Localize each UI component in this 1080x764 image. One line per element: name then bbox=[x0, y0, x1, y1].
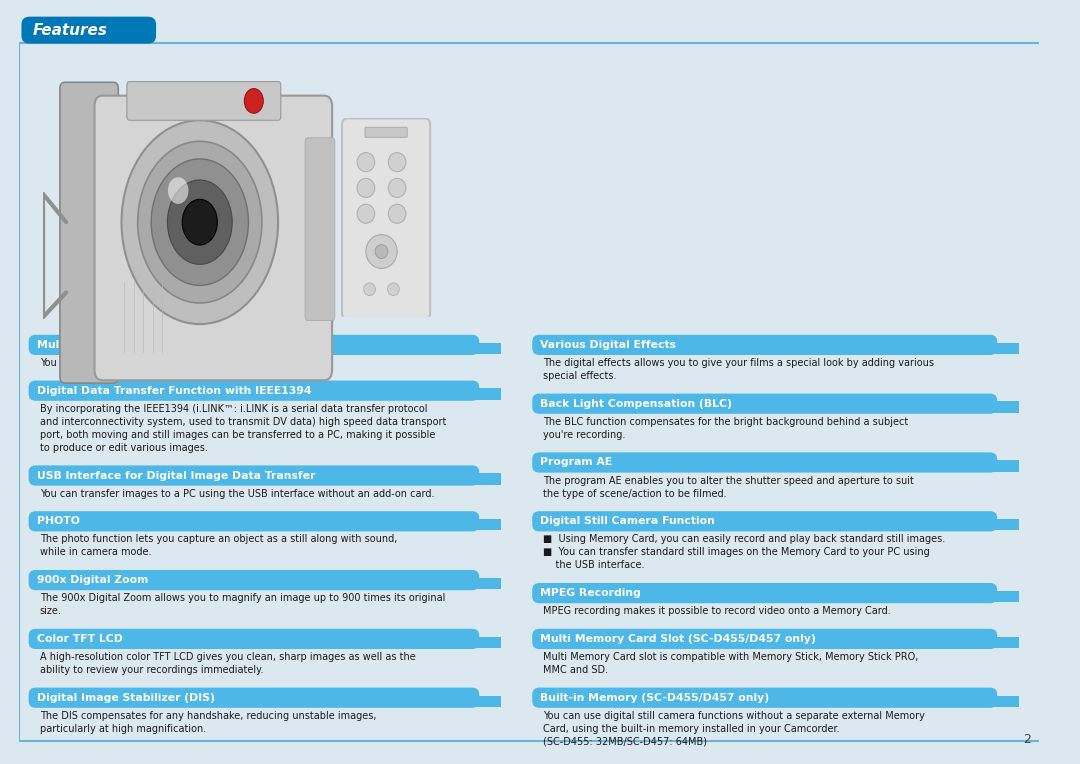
FancyBboxPatch shape bbox=[28, 380, 480, 401]
FancyBboxPatch shape bbox=[28, 335, 480, 355]
FancyBboxPatch shape bbox=[532, 511, 997, 532]
Circle shape bbox=[364, 283, 376, 296]
FancyBboxPatch shape bbox=[342, 118, 430, 319]
FancyBboxPatch shape bbox=[472, 519, 501, 530]
Text: Color TFT LCD: Color TFT LCD bbox=[37, 634, 123, 644]
Text: 900x Digital Zoom: 900x Digital Zoom bbox=[37, 575, 148, 585]
FancyBboxPatch shape bbox=[532, 629, 997, 649]
Text: special effects.: special effects. bbox=[543, 371, 617, 381]
Text: Card, using the built-in memory installed in your Camcorder.: Card, using the built-in memory installe… bbox=[543, 724, 840, 733]
Text: ability to review your recordings immediately.: ability to review your recordings immedi… bbox=[40, 665, 264, 675]
FancyBboxPatch shape bbox=[127, 82, 281, 120]
Text: 2: 2 bbox=[1023, 733, 1030, 746]
FancyBboxPatch shape bbox=[532, 335, 997, 355]
Text: port, both moving and still images can be transferred to a PC, making it possibl: port, both moving and still images can b… bbox=[40, 429, 435, 440]
Text: (SC-D455: 32MB/SC-D457: 64MB): (SC-D455: 32MB/SC-D457: 64MB) bbox=[543, 736, 707, 746]
Circle shape bbox=[151, 159, 248, 286]
Text: while in camera mode.: while in camera mode. bbox=[40, 547, 151, 557]
FancyBboxPatch shape bbox=[28, 511, 480, 532]
Circle shape bbox=[389, 153, 406, 172]
FancyBboxPatch shape bbox=[990, 695, 1018, 707]
Text: You can transfer images to a PC using the USB interface without an add-on card.: You can transfer images to a PC using th… bbox=[40, 488, 434, 499]
Text: you're recording.: you're recording. bbox=[543, 429, 625, 440]
FancyBboxPatch shape bbox=[990, 636, 1018, 648]
Circle shape bbox=[389, 204, 406, 223]
Circle shape bbox=[183, 199, 217, 245]
Text: Digital Image Stabilizer (DIS): Digital Image Stabilizer (DIS) bbox=[37, 693, 215, 703]
Text: particularly at high magnification.: particularly at high magnification. bbox=[40, 724, 206, 733]
Text: MPEG recording makes it possible to record video onto a Memory Card.: MPEG recording makes it possible to reco… bbox=[543, 606, 891, 616]
FancyBboxPatch shape bbox=[532, 688, 997, 707]
Circle shape bbox=[389, 179, 406, 197]
Circle shape bbox=[357, 153, 375, 172]
Text: MMC and SD.: MMC and SD. bbox=[543, 665, 609, 675]
Circle shape bbox=[357, 179, 375, 197]
FancyBboxPatch shape bbox=[28, 465, 480, 486]
Text: Program AE: Program AE bbox=[540, 458, 612, 468]
Text: The digital effects allows you to give your films a special look by adding vario: The digital effects allows you to give y… bbox=[543, 358, 934, 368]
FancyBboxPatch shape bbox=[60, 83, 119, 383]
FancyBboxPatch shape bbox=[990, 591, 1018, 602]
FancyBboxPatch shape bbox=[990, 402, 1018, 413]
FancyBboxPatch shape bbox=[990, 460, 1018, 471]
Text: the type of scene/action to be filmed.: the type of scene/action to be filmed. bbox=[543, 488, 727, 499]
Text: the USB interface.: the USB interface. bbox=[543, 560, 645, 571]
FancyBboxPatch shape bbox=[532, 393, 997, 414]
Text: MPEG Recording: MPEG Recording bbox=[540, 588, 642, 598]
Circle shape bbox=[138, 141, 261, 303]
FancyBboxPatch shape bbox=[95, 96, 333, 380]
Text: ■  You can transfer standard still images on the Memory Card to your PC using: ■ You can transfer standard still images… bbox=[543, 547, 930, 557]
FancyBboxPatch shape bbox=[990, 343, 1018, 354]
Circle shape bbox=[168, 177, 188, 204]
Text: PHOTO: PHOTO bbox=[37, 516, 80, 526]
FancyBboxPatch shape bbox=[472, 578, 501, 589]
Text: to produce or edit various images.: to produce or edit various images. bbox=[40, 442, 207, 453]
Circle shape bbox=[244, 89, 264, 113]
Text: ■  Using Memory Card, you can easily record and play back standard still images.: ■ Using Memory Card, you can easily reco… bbox=[543, 534, 946, 544]
Text: The 900x Digital Zoom allows you to magnify an image up to 900 times its origina: The 900x Digital Zoom allows you to magn… bbox=[40, 593, 445, 603]
FancyBboxPatch shape bbox=[28, 570, 480, 591]
Text: Multi Memory Card slot is compatible with Memory Stick, Memory Stick PRO,: Multi Memory Card slot is compatible wit… bbox=[543, 652, 919, 662]
Text: By incorporating the IEEE1394 (i.LINK™: i.LINK is a serial data transfer protoco: By incorporating the IEEE1394 (i.LINK™: … bbox=[40, 403, 428, 413]
FancyBboxPatch shape bbox=[472, 695, 501, 707]
Text: The program AE enables you to alter the shutter speed and aperture to suit: The program AE enables you to alter the … bbox=[543, 475, 915, 485]
Text: A high-resolution color TFT LCD gives you clean, sharp images as well as the: A high-resolution color TFT LCD gives yo… bbox=[40, 652, 416, 662]
Text: Multi OSD Language: Multi OSD Language bbox=[37, 340, 161, 350]
FancyBboxPatch shape bbox=[472, 343, 501, 354]
Text: USB Interface for Digital Image Data Transfer: USB Interface for Digital Image Data Tra… bbox=[37, 471, 315, 481]
Circle shape bbox=[375, 244, 388, 258]
Text: Built-in Memory (SC-D455/D457 only): Built-in Memory (SC-D455/D457 only) bbox=[540, 693, 770, 703]
FancyBboxPatch shape bbox=[472, 388, 501, 400]
Circle shape bbox=[167, 180, 232, 264]
Circle shape bbox=[388, 283, 400, 296]
Text: The DIS compensates for any handshake, reducing unstable images,: The DIS compensates for any handshake, r… bbox=[40, 711, 376, 720]
Circle shape bbox=[366, 235, 397, 268]
FancyBboxPatch shape bbox=[990, 519, 1018, 530]
FancyBboxPatch shape bbox=[306, 138, 335, 321]
Text: You can select the desired OSD language from OSD List.: You can select the desired OSD language … bbox=[40, 358, 314, 368]
FancyBboxPatch shape bbox=[28, 688, 480, 707]
FancyBboxPatch shape bbox=[532, 452, 997, 473]
Circle shape bbox=[357, 204, 375, 223]
Text: size.: size. bbox=[40, 606, 62, 616]
Text: Features: Features bbox=[32, 23, 108, 37]
Text: You can use digital still camera functions without a separate external Memory: You can use digital still camera functio… bbox=[543, 711, 926, 720]
Text: The photo function lets you capture an object as a still along with sound,: The photo function lets you capture an o… bbox=[40, 534, 397, 544]
Text: The BLC function compensates for the bright background behind a subject: The BLC function compensates for the bri… bbox=[543, 416, 908, 427]
FancyBboxPatch shape bbox=[365, 128, 407, 138]
FancyBboxPatch shape bbox=[532, 583, 997, 604]
Circle shape bbox=[121, 120, 279, 324]
Text: and interconnectivity system, used to transmit DV data) high speed data transpor: and interconnectivity system, used to tr… bbox=[40, 416, 446, 427]
Text: Back Light Compensation (BLC): Back Light Compensation (BLC) bbox=[540, 399, 732, 409]
Text: Digital Data Transfer Function with IEEE1394: Digital Data Transfer Function with IEEE… bbox=[37, 386, 311, 396]
Text: Various Digital Effects: Various Digital Effects bbox=[540, 340, 676, 350]
Text: Digital Still Camera Function: Digital Still Camera Function bbox=[540, 516, 715, 526]
FancyBboxPatch shape bbox=[28, 629, 480, 649]
FancyBboxPatch shape bbox=[472, 636, 501, 648]
FancyBboxPatch shape bbox=[22, 17, 156, 44]
FancyBboxPatch shape bbox=[472, 474, 501, 484]
Text: Multi Memory Card Slot (SC-D455/D457 only): Multi Memory Card Slot (SC-D455/D457 onl… bbox=[540, 634, 816, 644]
